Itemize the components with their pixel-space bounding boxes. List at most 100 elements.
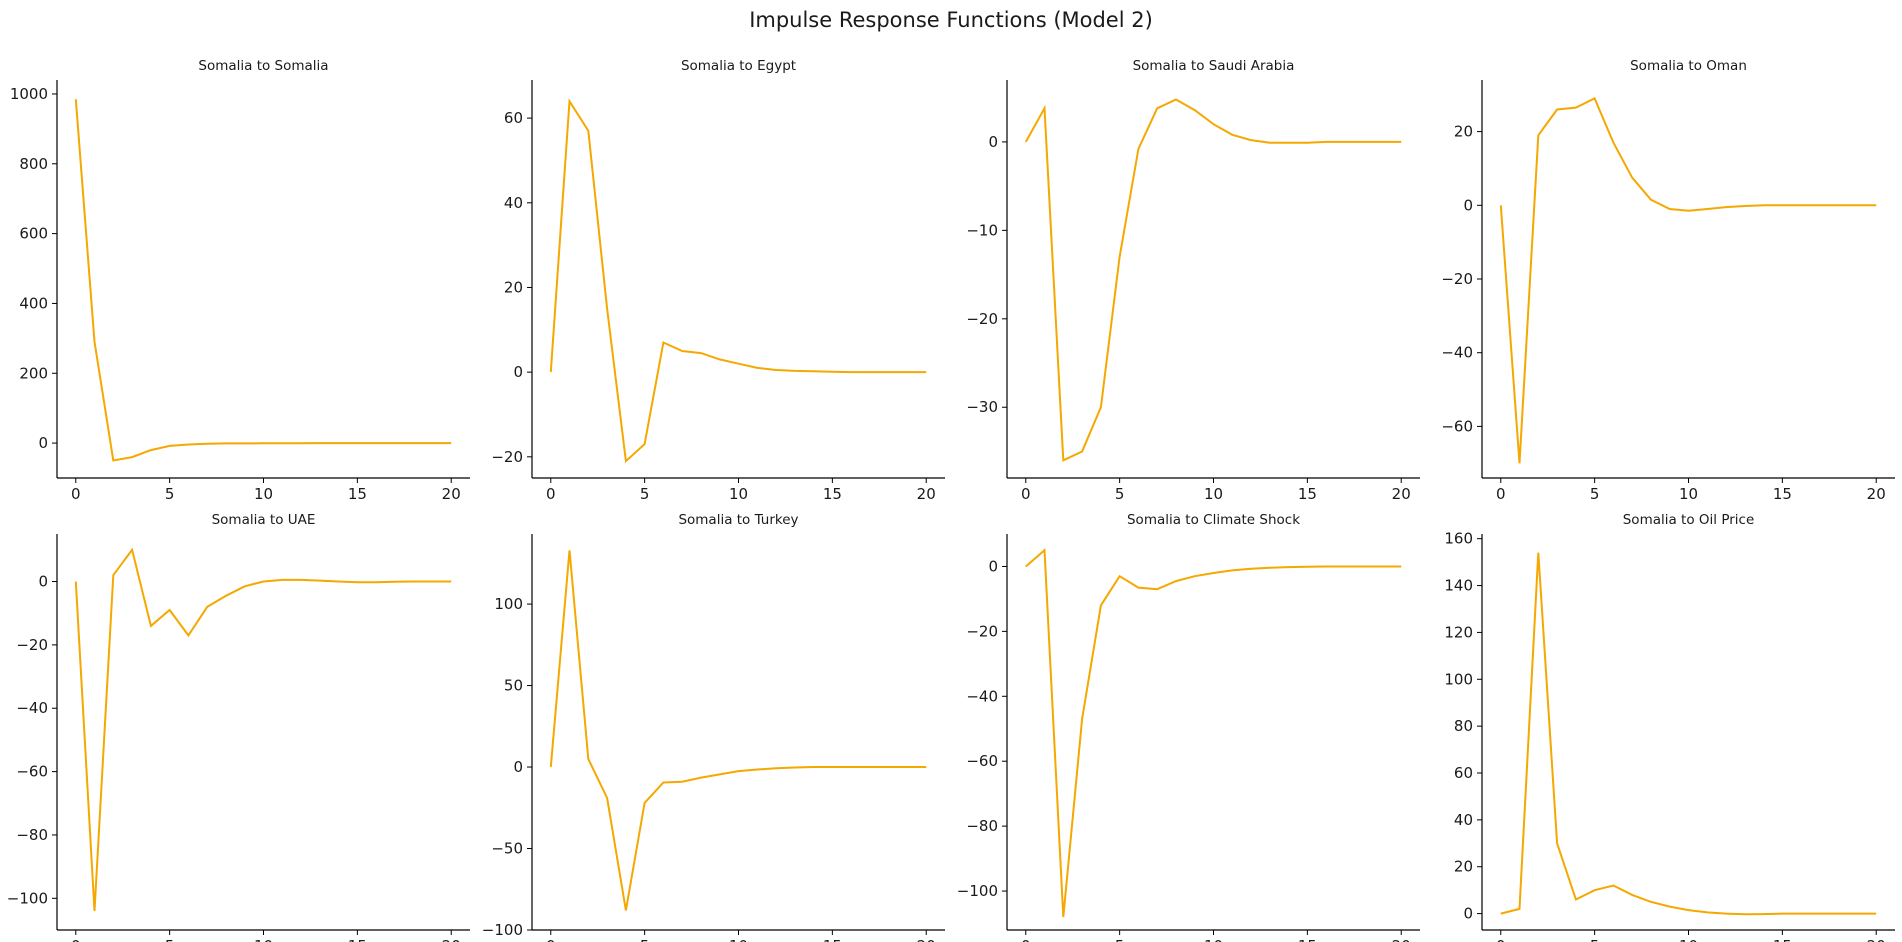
figure-title: Impulse Response Functions (Model 2) bbox=[749, 8, 1153, 32]
x-tick-label: 15 bbox=[1298, 485, 1317, 503]
y-tick-label: −20 bbox=[16, 636, 48, 654]
x-tick-label: 5 bbox=[165, 937, 175, 942]
y-tick-label: 20 bbox=[504, 278, 523, 296]
y-tick-label: −30 bbox=[966, 398, 998, 416]
x-tick-label: 15 bbox=[1773, 485, 1792, 503]
series-line bbox=[1024, 98, 1402, 462]
x-tick-label: 10 bbox=[729, 485, 748, 503]
panel-title: Somalia to Somalia bbox=[198, 58, 328, 74]
y-tick-label: −50 bbox=[491, 840, 523, 858]
y-tick-label: −60 bbox=[16, 763, 48, 781]
y-tick-label: 200 bbox=[19, 364, 48, 382]
y-tick-label: 0 bbox=[38, 434, 48, 452]
x-tick-label: 0 bbox=[546, 937, 556, 942]
series-line bbox=[549, 98, 927, 464]
x-tick-label: 5 bbox=[1115, 485, 1125, 503]
series-line bbox=[74, 99, 452, 462]
y-tick-label: 140 bbox=[1444, 577, 1473, 595]
panel: Somalia to UAE 0 5 10 15 20 −100 −80 −60 −40 −20 0 bbox=[7, 512, 470, 942]
y-tick-label: 400 bbox=[19, 294, 48, 312]
panel-title: Somalia to UAE bbox=[212, 512, 316, 528]
y-tick-label: 80 bbox=[1454, 717, 1473, 735]
series-line bbox=[1025, 548, 1402, 918]
y-tick-label: −10 bbox=[966, 221, 998, 239]
panel-title: Somalia to Oil Price bbox=[1623, 512, 1755, 528]
y-tick-label: 1000 bbox=[10, 85, 48, 103]
x-tick-label: 5 bbox=[1590, 937, 1600, 942]
y-tick-label: 100 bbox=[494, 595, 523, 613]
x-tick-label: 5 bbox=[640, 485, 650, 503]
y-tick-label: −100 bbox=[957, 882, 998, 900]
x-tick-label: 10 bbox=[1204, 485, 1223, 503]
x-tick-label: 0 bbox=[1496, 485, 1506, 503]
y-tick-label: −100 bbox=[7, 889, 48, 907]
y-tick-label: 120 bbox=[1444, 623, 1473, 641]
x-tick-label: 0 bbox=[71, 485, 81, 503]
panel: Somalia to Oil Price 0 5 10 15 20 0 20 40 60 80 100… bbox=[1444, 512, 1895, 942]
y-tick-label: −20 bbox=[966, 622, 998, 640]
x-tick-label: 15 bbox=[823, 937, 842, 942]
y-tick-label: 0 bbox=[1463, 905, 1473, 923]
x-tick-label: 0 bbox=[546, 485, 556, 503]
y-tick-label: 100 bbox=[1444, 670, 1473, 688]
x-tick-label: 15 bbox=[1773, 937, 1792, 942]
panel-title: Somalia to Turkey bbox=[678, 512, 798, 528]
y-tick-label: 0 bbox=[513, 363, 523, 381]
y-tick-label: 160 bbox=[1444, 530, 1473, 548]
y-tick-label: 40 bbox=[504, 194, 523, 212]
y-tick-label: 40 bbox=[1454, 811, 1473, 829]
x-tick-label: 15 bbox=[1298, 937, 1317, 942]
x-tick-label: 0 bbox=[1496, 937, 1506, 942]
y-tick-label: −40 bbox=[16, 699, 48, 717]
panel-title: Somalia to Egypt bbox=[681, 58, 796, 74]
y-tick-label: 0 bbox=[1463, 196, 1473, 214]
x-tick-label: 5 bbox=[1590, 485, 1600, 503]
x-tick-label: 5 bbox=[640, 937, 650, 942]
panel: Somalia to Climate Shock 0 5 10 15 20 −100 −80 −… bbox=[957, 512, 1420, 942]
y-tick-label: 0 bbox=[988, 133, 998, 151]
y-tick-label: 20 bbox=[1454, 123, 1473, 141]
series-line bbox=[74, 547, 452, 912]
x-tick-label: 20 bbox=[442, 485, 461, 503]
x-tick-label: 20 bbox=[1867, 937, 1886, 942]
x-tick-label: 5 bbox=[165, 485, 175, 503]
y-tick-label: −20 bbox=[491, 448, 523, 466]
x-tick-label: 10 bbox=[729, 937, 748, 942]
x-tick-label: 10 bbox=[1204, 937, 1223, 942]
panel-title: Somalia to Oman bbox=[1630, 58, 1747, 74]
x-tick-label: 20 bbox=[1867, 485, 1886, 503]
panel: Somalia to Turkey 0 5 10 15 20 −100 −50 0 50 100 bbox=[482, 512, 945, 942]
y-tick-label: 20 bbox=[1454, 858, 1473, 876]
x-tick-label: 20 bbox=[917, 485, 936, 503]
series-line bbox=[1500, 552, 1877, 916]
x-tick-label: 0 bbox=[1021, 485, 1031, 503]
series-line bbox=[549, 550, 927, 911]
x-tick-label: 10 bbox=[1679, 485, 1698, 503]
x-tick-label: 15 bbox=[823, 485, 842, 503]
x-tick-label: 5 bbox=[1115, 937, 1125, 942]
y-tick-label: −60 bbox=[966, 752, 998, 770]
y-tick-label: −20 bbox=[1441, 270, 1473, 288]
y-tick-label: 60 bbox=[1454, 764, 1473, 782]
x-tick-label: 20 bbox=[1392, 937, 1411, 942]
x-tick-label: 20 bbox=[442, 937, 461, 942]
panel: Somalia to Oman 0 5 10 15 20 −60 −40 −20 0 20 bbox=[1441, 58, 1895, 503]
series-line bbox=[1499, 97, 1877, 464]
y-tick-label: 800 bbox=[19, 155, 48, 173]
panel-title: Somalia to Saudi Arabia bbox=[1133, 58, 1295, 74]
y-tick-label: 0 bbox=[513, 758, 523, 776]
y-tick-label: 0 bbox=[38, 573, 48, 591]
x-tick-label: 10 bbox=[254, 485, 273, 503]
y-tick-label: −80 bbox=[966, 817, 998, 835]
x-tick-label: 10 bbox=[254, 937, 273, 942]
y-tick-label: −20 bbox=[966, 310, 998, 328]
x-tick-label: 0 bbox=[1021, 937, 1031, 942]
y-tick-label: −100 bbox=[482, 921, 523, 939]
y-tick-label: 50 bbox=[504, 677, 523, 695]
x-tick-label: 20 bbox=[917, 937, 936, 942]
y-tick-label: 60 bbox=[504, 109, 523, 127]
y-tick-label: −40 bbox=[966, 687, 998, 705]
